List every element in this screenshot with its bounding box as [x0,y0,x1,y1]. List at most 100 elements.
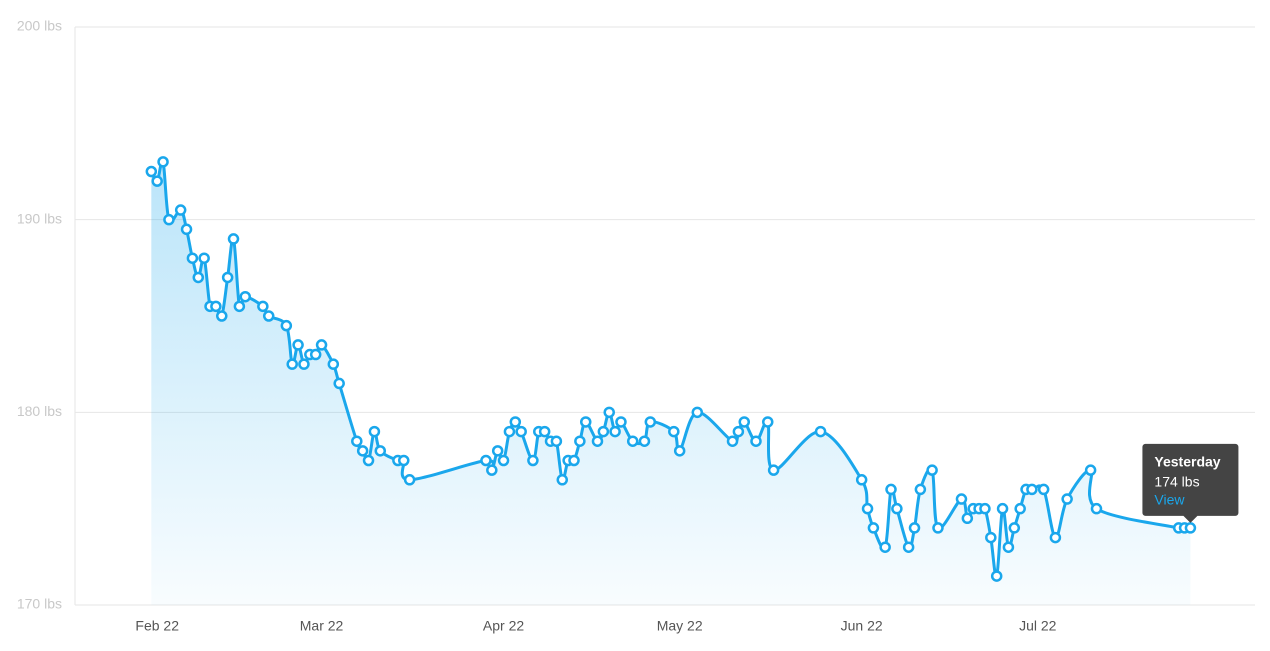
point [1090,502,1103,515]
point [227,233,240,245]
tooltip-title: Yesterday [1154,454,1220,470]
point [1184,522,1197,534]
point [239,290,251,303]
point [198,252,210,264]
point [732,425,745,438]
point [210,300,222,313]
point [315,339,328,351]
point [885,483,897,496]
point [1008,522,1021,534]
point [174,204,187,216]
point [932,522,944,534]
point [879,541,891,553]
point [591,435,604,447]
point [292,339,304,351]
point [1014,502,1026,515]
point [985,531,997,544]
point [491,445,504,457]
point [767,464,780,476]
y-tick-label: 170 lbs [17,596,62,612]
point [374,445,387,457]
point [327,358,340,370]
point [673,445,686,457]
x-tick-label: Apr 22 [483,618,524,634]
point [979,502,991,515]
tooltip-value: 174 lbs [1154,474,1199,490]
point [233,300,246,313]
point [186,252,199,264]
y-tick-label: 190 lbs [17,210,62,226]
point [867,522,880,534]
point [180,223,193,236]
point [668,425,680,438]
y-tick-label: 200 lbs [17,18,62,34]
point [902,541,915,553]
point [814,425,827,438]
point [163,213,175,226]
x-tick-label: May 22 [657,618,703,634]
point [1026,483,1038,496]
point [298,358,310,370]
point [615,416,627,428]
point [908,522,921,534]
point [638,435,651,447]
point [221,271,234,284]
point [515,425,527,438]
point [644,416,657,428]
tooltip-link[interactable]: View [1154,492,1185,508]
point [609,425,621,438]
point [145,165,158,178]
point [568,454,580,467]
x-tick-label: Feb 22 [135,618,179,634]
point [538,425,551,438]
point [403,474,416,486]
point [761,416,774,428]
point [996,502,1009,515]
point [1061,493,1073,505]
point [603,406,615,419]
point [550,435,563,447]
point [192,271,205,284]
point [497,454,510,467]
point [955,493,968,505]
point [480,454,492,467]
point [726,435,739,447]
area [151,160,1191,605]
point [356,445,369,457]
point [914,483,927,496]
point [151,175,163,187]
point [257,300,269,313]
point [398,454,410,467]
point [157,156,169,168]
point [503,425,516,438]
point [351,435,363,447]
point [626,435,639,447]
point [579,416,592,428]
tooltip: Yesterday 174 lbs View [1142,443,1239,523]
point [1037,483,1050,496]
point [574,435,586,447]
x-tick-label: Jun 22 [841,618,883,634]
x-tick-label: Jul 22 [1019,618,1057,634]
x-tick-label: Mar 22 [300,618,344,634]
point [1049,531,1062,544]
point [961,512,974,525]
point [527,454,539,467]
point [691,406,704,419]
y-tick-label: 180 lbs [17,403,62,419]
point [509,416,522,428]
point [1002,541,1015,553]
point [855,474,868,486]
point [738,416,751,428]
point [926,464,938,476]
point [556,474,569,486]
point [280,319,293,332]
point [750,435,762,447]
point [309,348,322,361]
point [1084,464,1097,476]
point [286,358,298,370]
point [597,425,610,438]
point [216,310,228,322]
